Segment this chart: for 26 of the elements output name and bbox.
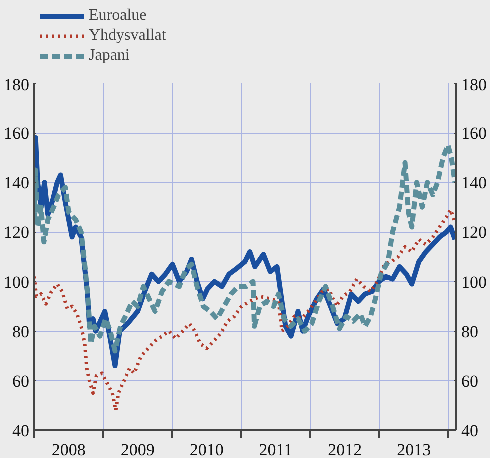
y2-tick-label: 140: [462, 174, 487, 193]
y2-tick-label: 120: [462, 223, 487, 242]
y-tick-label: 160: [4, 124, 30, 144]
y2-tick-label: 100: [462, 272, 487, 292]
legend-label: Japani: [89, 47, 130, 65]
x-tick-label: 2008: [52, 440, 86, 460]
x-tick-label: 2013: [397, 440, 432, 460]
y-tick-label: 40: [12, 422, 30, 440]
y2-tick-label: 160: [462, 124, 487, 144]
y-tick-label: 180: [4, 76, 30, 94]
y2-tick-label: 180: [462, 76, 487, 94]
x-tick-label: 2012: [328, 440, 362, 460]
y-tick-label: 80: [12, 322, 30, 342]
legend-label: Euroalue: [89, 7, 147, 25]
y-tick-label: 100: [4, 272, 30, 292]
line-series: [34, 208, 456, 412]
legend-label: Yhdysvallat: [89, 27, 166, 45]
x-tick-label: 2011: [259, 440, 293, 460]
y-tick-label: 140: [4, 174, 30, 193]
y2-tick-label: 40: [462, 422, 478, 440]
y2-tick-label: 60: [462, 372, 478, 391]
x-tick-label: 2009: [120, 440, 155, 460]
y2-tick-label: 80: [462, 322, 478, 342]
y-tick-label: 60: [12, 372, 30, 391]
x-tick-label: 2010: [190, 440, 224, 460]
y-tick-label: 120: [4, 223, 30, 242]
